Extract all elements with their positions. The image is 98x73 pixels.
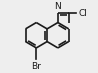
Text: N: N <box>54 2 61 11</box>
Text: Cl: Cl <box>78 9 87 18</box>
Text: Br: Br <box>31 62 41 71</box>
